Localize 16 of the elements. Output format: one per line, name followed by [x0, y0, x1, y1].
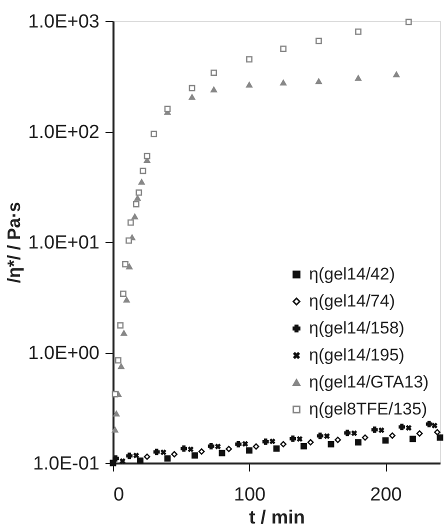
legend-label: η(gel14/158)	[309, 318, 404, 338]
legend-label: η(gel14/195)	[309, 346, 404, 364]
x-tick-label: 200	[370, 484, 402, 506]
legend-label: η(gel8TFE/135)	[309, 400, 428, 418]
legend-label: η(gel14/42)	[309, 264, 396, 284]
y-tick-label: 1.0E+03	[28, 12, 100, 32]
y-axis-title: /η*/ / Pa·s	[4, 202, 24, 284]
y-tick-label: 1.0E+01	[28, 232, 100, 254]
legend-label: η(gel14/GTA13)	[309, 372, 429, 392]
y-tick-label: 1.0E+02	[28, 122, 100, 143]
x-tick-label: 100	[234, 484, 266, 506]
y-tick-label: 1.0E-01	[32, 454, 100, 474]
legend-label: η(gel14/74)	[309, 292, 396, 310]
x-axis-title: t / min	[249, 508, 305, 528]
y-tick-label: 1.0E+00	[28, 343, 100, 364]
x-tick-label: 0	[114, 484, 124, 506]
